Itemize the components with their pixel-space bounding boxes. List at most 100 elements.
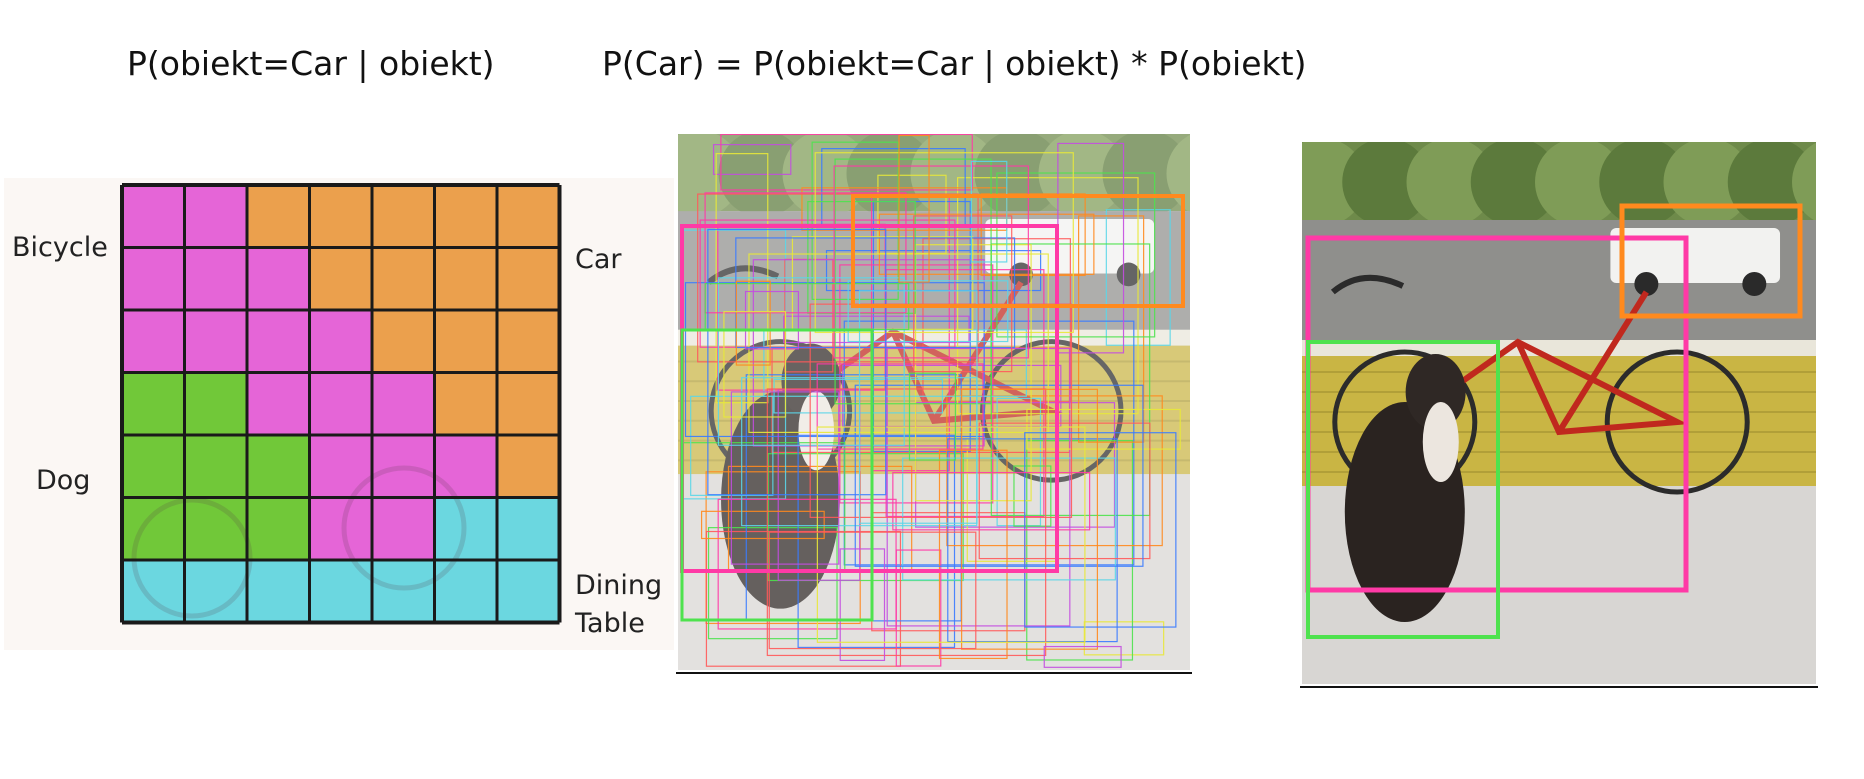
candidate-box	[913, 215, 1013, 373]
grid-cell-bicycle	[309, 372, 372, 435]
label-dog: Dog	[36, 465, 91, 496]
tree-foliage	[782, 130, 870, 218]
grid-cell-car	[372, 247, 435, 310]
car-wheel	[1116, 262, 1141, 287]
tree-foliage	[718, 130, 806, 218]
label-table: Table	[575, 608, 645, 639]
formula-class-specific-confidence: P(Car) = P(obiekt=Car | obiekt) * P(obie…	[602, 44, 1307, 83]
candidate-box	[1043, 645, 1122, 668]
candidate-box-car-strong	[851, 194, 1185, 308]
candidate-box	[898, 134, 930, 283]
grid-cell-bicycle	[309, 497, 372, 560]
candidate-box	[1077, 215, 1145, 443]
car-wheel	[1634, 272, 1659, 296]
candidate-box	[970, 160, 1008, 263]
candidate-box	[878, 213, 1095, 275]
bicycle-wheel-hint	[341, 465, 467, 591]
candidate-box	[811, 141, 899, 300]
grid-cell-bicycle	[122, 185, 185, 248]
label-car: Car	[575, 244, 622, 275]
grid-cell-bicycle	[184, 310, 247, 373]
grid-cell-dining_table	[184, 560, 247, 623]
formula-class-probability: P(obiekt=Car | obiekt)	[127, 44, 495, 83]
candidate-box	[744, 290, 800, 350]
grid-cell-bicycle	[247, 310, 310, 373]
grid-cell-car	[372, 185, 435, 248]
grid-cell-dog	[184, 497, 247, 560]
grid-cell-dog	[184, 372, 247, 435]
car-wheel	[1742, 272, 1767, 296]
grid-cell-dining_table	[309, 560, 372, 623]
candidate-box	[766, 388, 1047, 657]
grid-cell-bicycle	[372, 435, 435, 498]
candidate-boxes-image	[654, 130, 1254, 670]
grid-cell-bicycle	[122, 310, 185, 373]
candidate-box	[1013, 465, 1052, 527]
grid-cell-dining_table	[122, 560, 185, 623]
tree-foliage	[1535, 138, 1623, 226]
grid-cell-bicycle	[372, 372, 435, 435]
bicycle-handlebar	[1330, 274, 1405, 295]
candidate-box	[980, 193, 1086, 277]
candidate-box	[978, 422, 1151, 560]
grid-cell-car	[434, 247, 497, 310]
candidate-box	[712, 144, 792, 175]
grid-cell-car	[372, 310, 435, 373]
candidate-box	[996, 172, 1156, 338]
candidate-box	[902, 457, 1116, 581]
car-body	[985, 219, 1155, 274]
dog-chest	[798, 391, 835, 471]
grid-cell-dog	[122, 435, 185, 498]
grid-cell-car	[497, 310, 560, 373]
grid-cell-bicycle	[309, 435, 372, 498]
candidate-box	[872, 200, 971, 453]
candidate-box	[797, 434, 956, 649]
candidate-box	[908, 372, 956, 461]
final-underline	[1300, 686, 1818, 688]
grid-cell-car	[309, 247, 372, 310]
detection-box-car	[1619, 203, 1803, 319]
candidate-box	[938, 449, 1008, 660]
candidate-box	[735, 280, 771, 366]
tree-foliage	[1342, 138, 1431, 226]
grid-cell-dog	[184, 435, 247, 498]
detection-box-dog	[1306, 340, 1500, 639]
final-detections-image	[1278, 138, 1864, 684]
grid-cell-dining_table	[497, 560, 560, 623]
grid-cell-bicycle	[247, 372, 310, 435]
grid-cell-car	[497, 185, 560, 248]
candidate-box	[717, 277, 905, 446]
grid-cell-car	[434, 310, 497, 373]
class-probability-grid	[120, 183, 562, 625]
candidate-box	[833, 165, 1029, 359]
car-body	[1610, 228, 1781, 283]
candidate-box	[705, 530, 902, 667]
bicycle-wheel-hint	[131, 497, 253, 619]
grid-cell-car	[309, 185, 372, 248]
grid-cell-bicycle	[372, 497, 435, 560]
grid-cell-dining_table	[497, 497, 560, 560]
grid-cell-bicycle	[184, 185, 247, 248]
label-dining: Dining	[575, 570, 663, 601]
dog-chest	[1422, 402, 1459, 482]
candidate-box	[816, 426, 1086, 643]
candidate-box-dog-strong	[680, 328, 874, 622]
grid-cell-bicycle	[309, 310, 372, 373]
grid-cell-car	[497, 372, 560, 435]
grid-cell-dining_table	[372, 560, 435, 623]
grid-cell-dog	[122, 372, 185, 435]
bicycle-handlebar	[706, 265, 780, 285]
grid-cell-car	[497, 435, 560, 498]
candidate-box	[707, 527, 838, 640]
grid-cell-dog	[247, 435, 310, 498]
candidate-box	[834, 158, 992, 405]
candidate-box	[946, 395, 1163, 547]
candidate-box	[854, 384, 1144, 567]
bicycle-frame	[1403, 338, 1689, 436]
candidate-box	[858, 290, 978, 524]
candidate-box	[814, 152, 1074, 334]
label-bicycle: Bicycle	[12, 232, 108, 263]
candidate-box	[707, 228, 887, 496]
grid-cell-car	[434, 185, 497, 248]
candidate-box	[1026, 440, 1134, 661]
